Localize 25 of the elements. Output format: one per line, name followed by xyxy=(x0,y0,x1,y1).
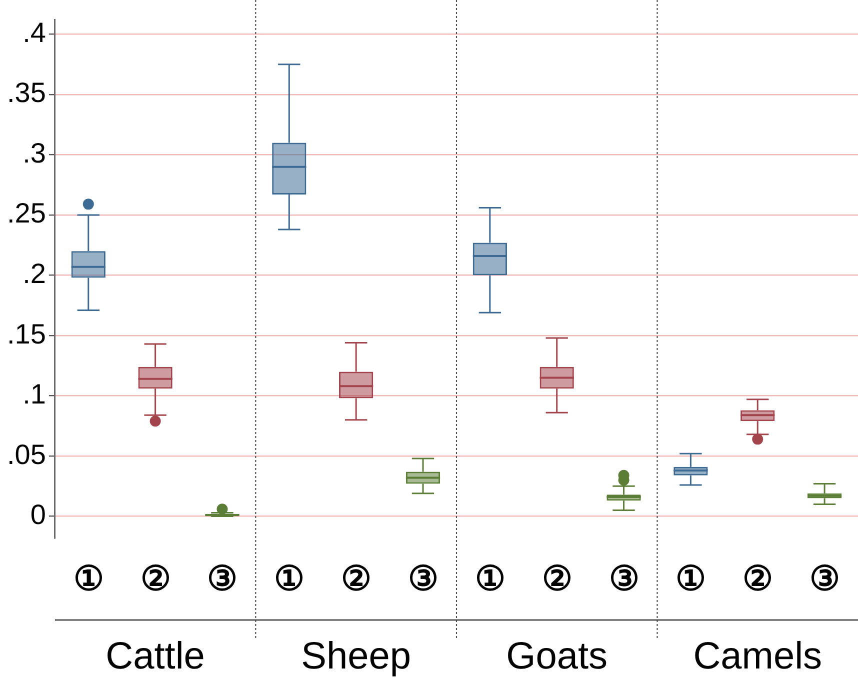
y-tick-label: .15 xyxy=(6,318,46,350)
x-tick-label: ② xyxy=(140,560,170,598)
y-tick-label: .4 xyxy=(22,16,46,48)
y-tick-label: .1 xyxy=(22,378,46,410)
y-tick-label: 0 xyxy=(30,499,46,530)
text: Camels xyxy=(693,635,822,678)
text: Goats xyxy=(506,635,608,678)
x-tick-label: ③ xyxy=(608,560,639,598)
x-tick-label: ③ xyxy=(810,560,840,598)
x-tick-label: ① xyxy=(73,560,104,598)
y-tick-label: .2 xyxy=(22,258,46,290)
y-tick-label: .05 xyxy=(6,438,46,470)
text: Sheep xyxy=(301,635,412,678)
y-tick-label: .35 xyxy=(6,77,46,108)
x-tick-label: ① xyxy=(474,560,505,598)
x-tick-label: ③ xyxy=(207,560,238,598)
text: Cattle xyxy=(106,635,205,678)
y-tick-label: .25 xyxy=(6,198,46,229)
x-tick-label: ③ xyxy=(408,560,438,598)
x-tick-label: ② xyxy=(542,560,572,598)
x-tick-label: ② xyxy=(742,560,773,598)
x-tick-label: ② xyxy=(341,560,372,598)
x-tick-label: ① xyxy=(274,560,304,598)
x-tick-label: ① xyxy=(676,560,706,598)
y-tick-label: .3 xyxy=(22,137,46,168)
